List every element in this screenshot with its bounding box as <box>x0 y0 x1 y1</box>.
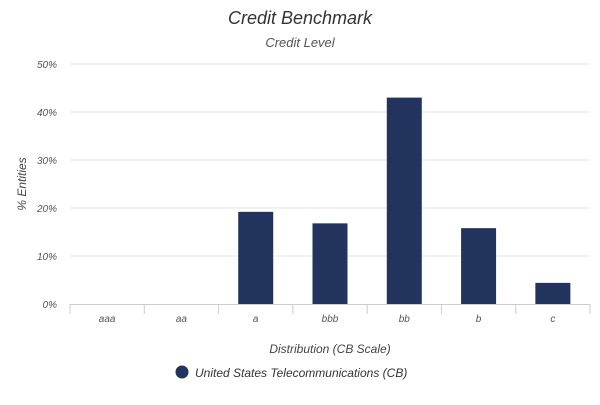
y-axis-ticks: 0% 10% 20% 30% 40% 50% <box>36 60 57 311</box>
x-tick-label: c <box>550 314 555 325</box>
gridlines <box>70 63 590 257</box>
y-tick-label: 20% <box>36 204 57 215</box>
bar-a[interactable] <box>238 211 274 304</box>
x-tick-label: aaa <box>99 314 116 325</box>
x-tick-label: a <box>253 314 259 325</box>
y-tick-label: 0% <box>43 300 58 311</box>
x-tick-label: b <box>476 314 482 325</box>
legend: United States Telecommunications (CB) <box>175 365 407 380</box>
y-tick-label: 50% <box>37 60 57 71</box>
x-tick-label: bb <box>399 314 411 325</box>
bar-bbb[interactable] <box>312 223 348 304</box>
x-axis-label: Distribution (CB Scale) <box>269 342 390 356</box>
bar-bb[interactable] <box>386 97 422 304</box>
x-axis: aaa aa a bbb bb b c <box>69 304 591 325</box>
y-tick-label: 40% <box>37 108 57 119</box>
y-tick-label: 10% <box>37 252 57 263</box>
y-axis-label: % Entities <box>15 157 29 210</box>
x-tick-label: bbb <box>322 314 339 325</box>
legend-label[interactable]: United States Telecommunications (CB) <box>195 366 407 380</box>
chart-title: Credit Benchmark <box>228 8 373 28</box>
legend-marker <box>175 365 189 379</box>
y-tick-label: 30% <box>37 156 57 167</box>
bar-c[interactable] <box>535 282 571 304</box>
chart-subtitle: Credit Level <box>265 35 335 50</box>
bars <box>238 97 571 304</box>
bar-b[interactable] <box>461 228 497 304</box>
x-tick-label: aa <box>176 314 188 325</box>
